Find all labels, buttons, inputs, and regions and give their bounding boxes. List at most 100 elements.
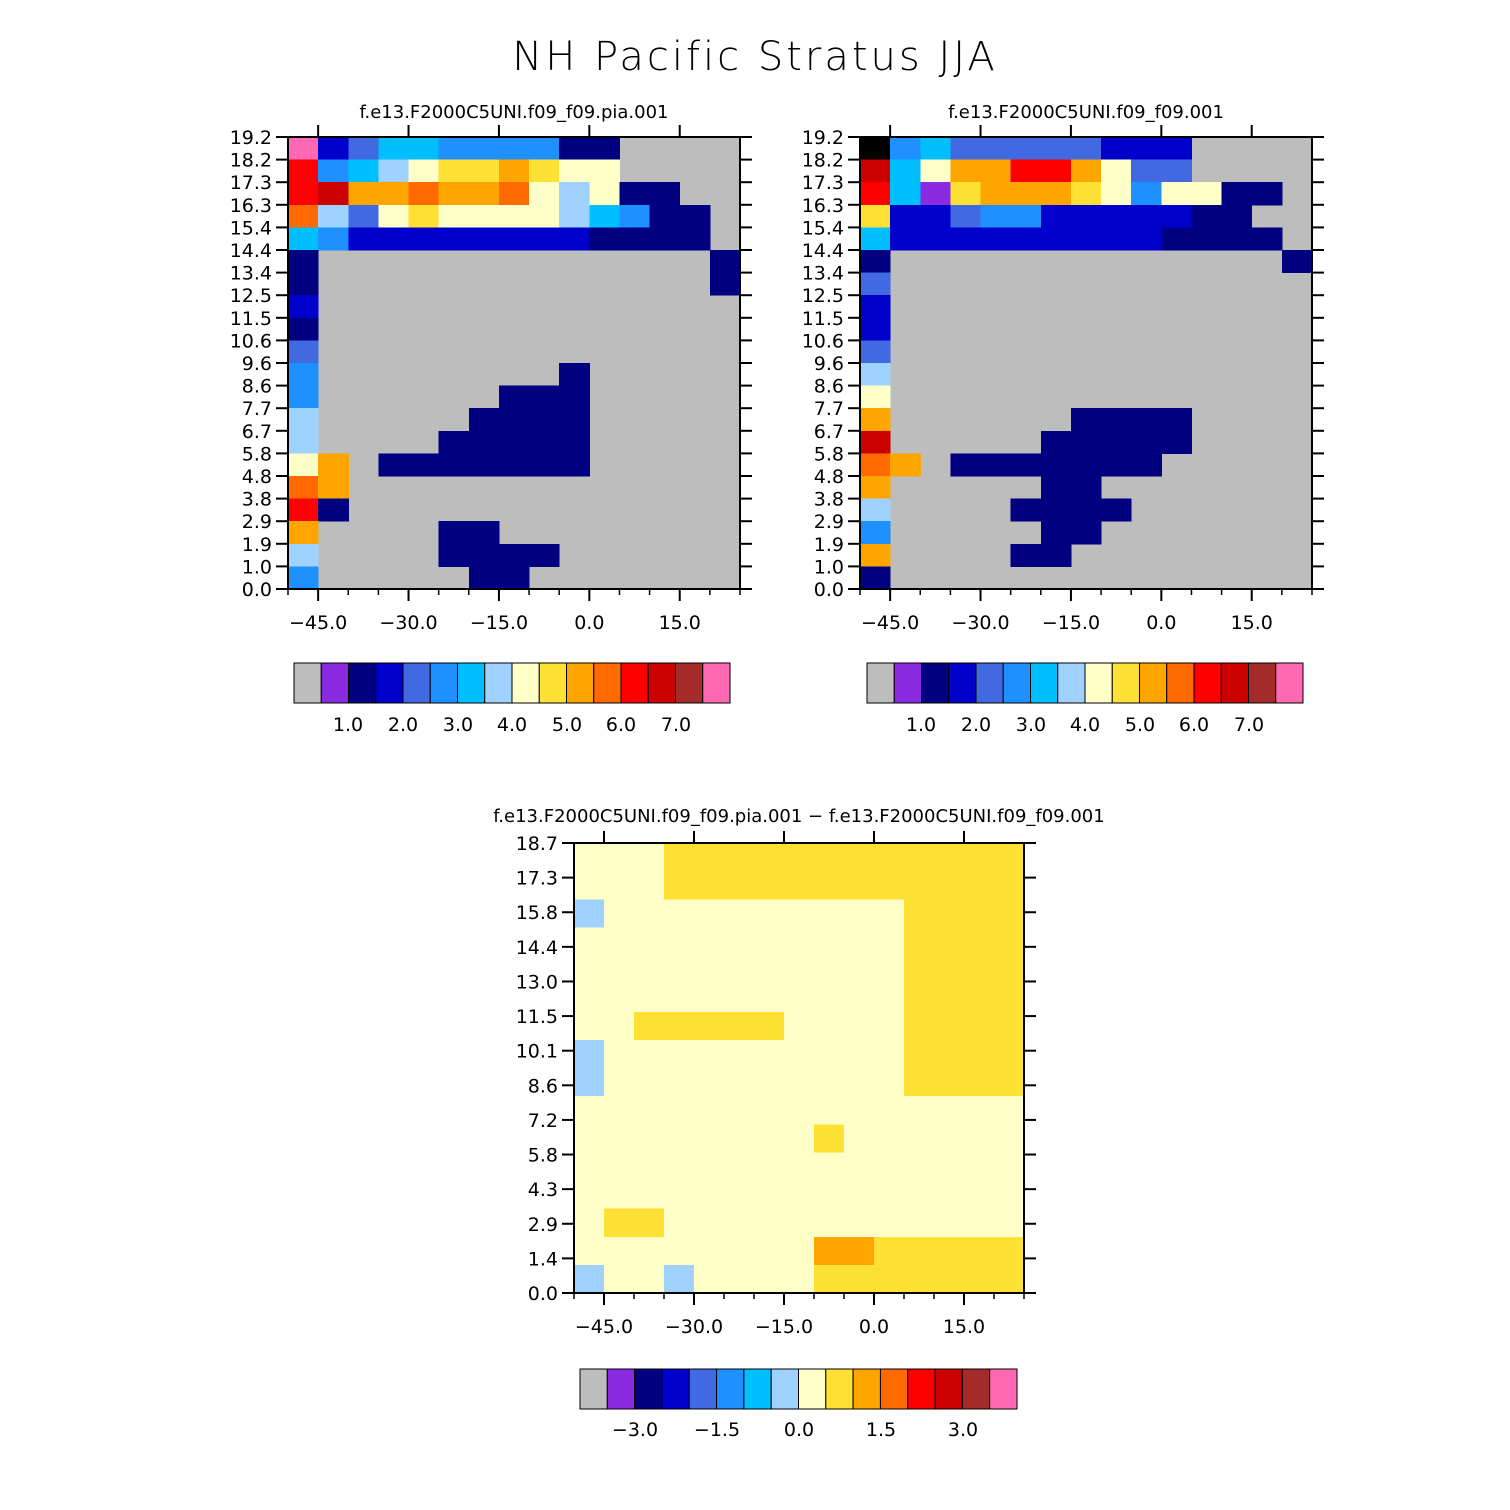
colorbar-box [348, 662, 377, 704]
heatmap-cell [934, 1208, 965, 1238]
heatmap-cell [288, 498, 319, 522]
y-tick-label: 1.0 [814, 556, 844, 578]
colorbar-label: 3.0 [948, 1419, 978, 1441]
heatmap-cell [288, 137, 319, 161]
heatmap-cell [814, 1152, 845, 1182]
panel-title: f.e13.F2000C5UNI.f09_f09.001 [948, 102, 1224, 123]
heatmap-cell [498, 385, 530, 409]
heatmap-cell [438, 227, 470, 251]
x-tick-label: −15.0 [1042, 612, 1100, 634]
heatmap-cell [589, 227, 620, 251]
heatmap-cell [890, 137, 921, 161]
heatmap-cell [904, 983, 935, 1013]
heatmap-cell [498, 227, 530, 251]
heatmap-cell [814, 1011, 845, 1041]
heatmap-cell [559, 430, 590, 454]
colorbar-label: 1.5 [866, 1419, 896, 1441]
heatmap-cell [964, 1039, 995, 1069]
colorbar-label: 6.0 [606, 714, 636, 736]
heatmap-cell [288, 363, 319, 387]
y-tick-label: 1.9 [242, 534, 272, 556]
heatmap-cell [468, 137, 500, 161]
heatmap-cell [784, 927, 815, 957]
heatmap-cell [724, 955, 755, 985]
y-tick-label: 5.8 [242, 443, 272, 465]
heatmap-cell [784, 983, 815, 1013]
heatmap-cell [1040, 430, 1072, 454]
heatmap-cell [408, 453, 440, 477]
heatmap-cell [844, 1039, 875, 1069]
y-tick-label: 0.0 [242, 579, 272, 601]
y-tick-label: 8.6 [242, 376, 272, 398]
heatmap-cell [1161, 430, 1192, 454]
colorbar-box [1166, 662, 1195, 704]
y-tick-label: 16.3 [230, 195, 272, 217]
heatmap-cell [920, 159, 951, 183]
heatmap-cell [994, 871, 1025, 900]
colorbar-box [1193, 662, 1222, 704]
heatmap-cell [604, 1039, 635, 1069]
heatmap-cell [574, 871, 605, 900]
colorbar-box [606, 1368, 636, 1410]
heatmap-cell [754, 843, 785, 872]
heatmap-cell [904, 1180, 935, 1210]
heatmap-cell [1070, 476, 1102, 500]
heatmap-cell [604, 1011, 635, 1041]
heatmap-cell [694, 871, 725, 900]
heatmap-cell [1070, 137, 1102, 161]
heatmap-cell [1040, 182, 1072, 206]
heatmap-cell [1251, 227, 1283, 251]
heatmap-cell [288, 408, 319, 432]
heatmap-cell [934, 1096, 965, 1125]
heatmap-cell [1281, 250, 1313, 274]
heatmap-cell [934, 843, 965, 872]
heatmap-cell [904, 1152, 935, 1182]
heatmap-cell [1251, 182, 1283, 206]
plot-frame [573, 842, 1025, 1294]
heatmap-cell [634, 927, 665, 957]
heatmap-cell [288, 317, 319, 341]
heatmap-cell [1010, 137, 1042, 161]
colorbar-box [661, 1368, 690, 1410]
heatmap-cell [348, 204, 379, 228]
heatmap-cell [724, 1180, 755, 1210]
heatmap-cell [964, 1096, 995, 1125]
heatmap-cell [694, 1208, 725, 1238]
heatmap-cell [634, 1152, 665, 1182]
x-tick-label: 0.0 [574, 612, 604, 634]
heatmap-cell [634, 1124, 665, 1153]
heatmap-cell [438, 430, 470, 454]
y-tick-label: 17.3 [230, 172, 272, 194]
y-tick-label: 13.4 [230, 263, 272, 285]
y-tick-label: 4.3 [528, 1179, 558, 1201]
heatmap-cell [964, 1068, 995, 1097]
heatmap-cell [754, 1039, 785, 1069]
heatmap-cell [604, 1264, 635, 1294]
heatmap-cell [498, 566, 530, 590]
heatmap-cell [694, 1039, 725, 1069]
y-tick-label: 15.4 [230, 217, 272, 239]
heatmap-cell [874, 927, 905, 957]
x-tick-label: −45.0 [575, 1316, 633, 1338]
heatmap-cell [1161, 159, 1192, 183]
y-tick-label: 5.8 [814, 443, 844, 465]
heatmap-cell [814, 927, 845, 957]
heatmap-cell [860, 295, 891, 319]
heatmap-cell [934, 1068, 965, 1097]
heatmap-cell [1131, 137, 1162, 161]
colorbar-box [825, 1368, 854, 1410]
heatmap-cell [378, 204, 410, 228]
heatmap-cell [844, 899, 875, 928]
heatmap-cell [559, 182, 590, 206]
heatmap-cell [874, 1096, 905, 1125]
y-tick-label: 10.6 [802, 330, 844, 352]
colorbar-label: 7.0 [1234, 714, 1264, 736]
heatmap-cell [438, 543, 470, 567]
heatmap-cell [964, 955, 995, 985]
heatmap-cell [994, 843, 1025, 872]
y-tick-label: 1.0 [242, 556, 272, 578]
heatmap-cell [860, 182, 891, 206]
heatmap-cell [844, 955, 875, 985]
y-tick-label: 13.0 [516, 971, 558, 993]
heatmap-cell [498, 159, 530, 183]
